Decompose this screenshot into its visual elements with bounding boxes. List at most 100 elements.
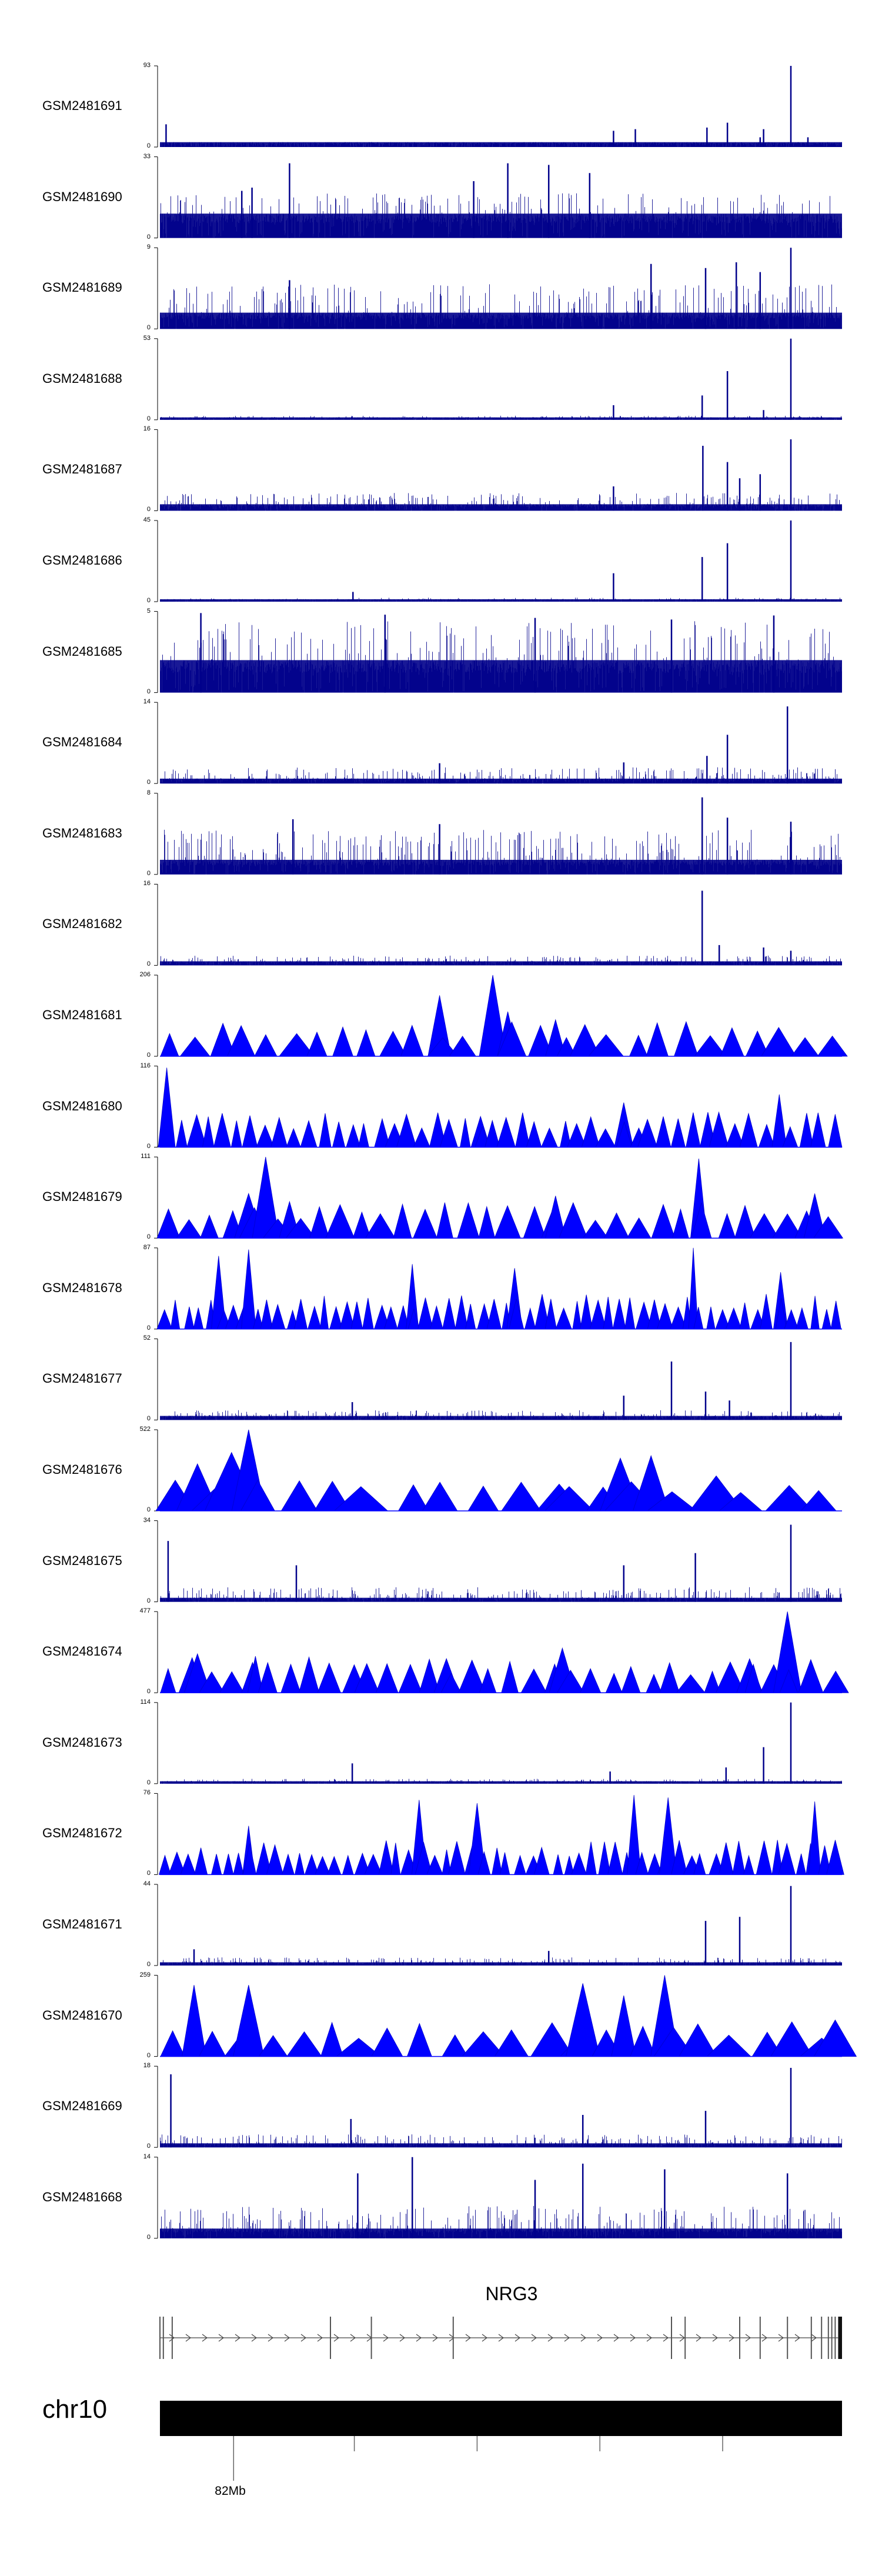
peak-triangle-1 bbox=[158, 1067, 176, 1147]
peak-triangle-40 bbox=[572, 1301, 582, 1330]
strand-arrow bbox=[333, 2334, 339, 2342]
track-label: GSM2481679 bbox=[42, 1189, 122, 1204]
peak-triangle-29 bbox=[761, 1027, 797, 1057]
signal-baseline bbox=[160, 312, 842, 329]
y-axis-max-label: 76 bbox=[143, 1789, 151, 1797]
peak-triangle-49 bbox=[799, 1113, 814, 1147]
track-GSM2481681 bbox=[154, 975, 848, 1057]
peak-triangle-28 bbox=[526, 1120, 542, 1147]
y-axis-min-label: 0 bbox=[146, 960, 151, 968]
peak-triangle-28 bbox=[672, 1208, 689, 1239]
track-GSM2481691 bbox=[154, 65, 842, 148]
peak-triangle-3 bbox=[193, 1307, 204, 1330]
peak-triangle-11 bbox=[442, 2034, 469, 2057]
peak-triangle-48 bbox=[656, 1303, 674, 1330]
peak-triangle-27 bbox=[813, 2019, 857, 2057]
peak-triangle-14 bbox=[346, 1124, 361, 1147]
track-GSM2481688 bbox=[154, 338, 842, 421]
y-axis-min-label: 0 bbox=[146, 1415, 151, 1423]
track-label: GSM2481674 bbox=[42, 1644, 122, 1659]
track-label: GSM2481682 bbox=[42, 916, 122, 932]
peak-triangle-0 bbox=[160, 1667, 176, 1693]
peak-triangle-44 bbox=[739, 1112, 758, 1147]
y-axis-max-label: 14 bbox=[143, 698, 151, 706]
y-axis-max-label: 8 bbox=[146, 789, 151, 796]
peak-triangle-19 bbox=[350, 1302, 363, 1330]
y-axis-max-label: 5 bbox=[146, 607, 151, 615]
y-axis-max-label: 114 bbox=[140, 1698, 151, 1706]
strand-arrow bbox=[300, 2334, 306, 2342]
peak-triangle-18 bbox=[396, 1113, 417, 1147]
peak-triangle-32 bbox=[734, 1204, 756, 1239]
track-label: GSM2481670 bbox=[42, 2007, 122, 2023]
peak-triangle-7 bbox=[320, 2021, 344, 2057]
peak-triangle-23 bbox=[559, 1202, 588, 1239]
peak-triangle-20 bbox=[390, 1843, 401, 1875]
signal-baseline bbox=[160, 417, 842, 420]
peak-triangle-39 bbox=[670, 1118, 686, 1147]
peak-triangle-0 bbox=[156, 1309, 173, 1330]
strand-arrow bbox=[514, 2334, 520, 2342]
strand-arrow bbox=[383, 2334, 389, 2342]
peak-triangle-39 bbox=[555, 1307, 572, 1330]
peak-triangle-37 bbox=[571, 1852, 587, 1875]
y-axis-min-label: 0 bbox=[146, 1324, 151, 1332]
peak-triangle-3 bbox=[194, 1847, 208, 1875]
peak-triangle-6 bbox=[286, 2031, 322, 2057]
peak-triangle-13 bbox=[365, 1213, 396, 1239]
peak-triangle-12 bbox=[270, 1303, 286, 1330]
peak-triangle-0 bbox=[160, 2030, 185, 2057]
peak-triangle-10 bbox=[286, 1127, 301, 1147]
peak-triangle-15 bbox=[358, 1123, 369, 1147]
track-label: GSM2481678 bbox=[42, 1280, 122, 1295]
y-axis-min-label: 0 bbox=[146, 1870, 151, 1877]
peak-triangle-19 bbox=[494, 1205, 521, 1239]
peak-triangle-4 bbox=[254, 1034, 278, 1057]
strand-arrow bbox=[416, 2334, 422, 2342]
strand-arrow bbox=[745, 2334, 751, 2342]
track-label: GSM2481685 bbox=[42, 643, 122, 659]
signal-baseline bbox=[160, 599, 842, 602]
peak-triangle-9 bbox=[270, 1116, 288, 1147]
y-axis-max-label: 14 bbox=[143, 2153, 151, 2160]
peak-triangle-0 bbox=[158, 1854, 171, 1875]
peak-triangle-10 bbox=[266, 1844, 284, 1875]
peak-triangle-65 bbox=[830, 1300, 841, 1330]
peak-triangle-11 bbox=[260, 1299, 273, 1330]
peak-triangle-42 bbox=[589, 1299, 607, 1330]
peak-triangle-23 bbox=[629, 1035, 648, 1057]
peak-triangle-2 bbox=[180, 1853, 196, 1875]
track-GSM2481689 bbox=[154, 247, 842, 329]
peak-triangle-63 bbox=[810, 1296, 820, 1330]
peak-triangle-43 bbox=[603, 1297, 613, 1330]
peak-triangle-38 bbox=[544, 1299, 557, 1330]
track-GSM2481670 bbox=[154, 1975, 857, 2057]
peak-triangle-2 bbox=[200, 1214, 219, 1239]
strand-arrow bbox=[235, 2334, 240, 2342]
peak-triangle-38 bbox=[655, 1116, 671, 1147]
track-GSM2481683 bbox=[154, 793, 842, 875]
signal-baseline bbox=[160, 2143, 842, 2148]
y-axis-max-label: 206 bbox=[139, 971, 151, 978]
peak-triangle-33 bbox=[749, 1213, 779, 1239]
y-axis-max-label: 259 bbox=[139, 1971, 151, 1978]
peak-triangle-3 bbox=[226, 1025, 256, 1057]
peak-triangle-6 bbox=[280, 1480, 318, 1511]
y-axis-min-label: 0 bbox=[146, 324, 151, 332]
peak-triangle-9 bbox=[240, 1249, 256, 1330]
peak-triangle-1 bbox=[170, 1300, 181, 1330]
strand-arrow bbox=[630, 2334, 636, 2342]
peak-triangle-34 bbox=[533, 1846, 550, 1875]
peak-triangle-15 bbox=[308, 1305, 322, 1330]
signal-baseline bbox=[160, 2228, 842, 2238]
signal-baseline bbox=[160, 504, 842, 511]
peak-triangle-39 bbox=[598, 1841, 611, 1875]
peak-triangle-11 bbox=[325, 1204, 355, 1239]
peak-triangle-32 bbox=[486, 1299, 502, 1330]
peak-triangle-12 bbox=[294, 1853, 305, 1875]
peak-triangle-19 bbox=[479, 1668, 497, 1693]
y-axis-min-label: 0 bbox=[146, 506, 151, 513]
track-label: GSM2481691 bbox=[42, 98, 122, 113]
y-axis-min-label: 0 bbox=[146, 1233, 151, 1241]
